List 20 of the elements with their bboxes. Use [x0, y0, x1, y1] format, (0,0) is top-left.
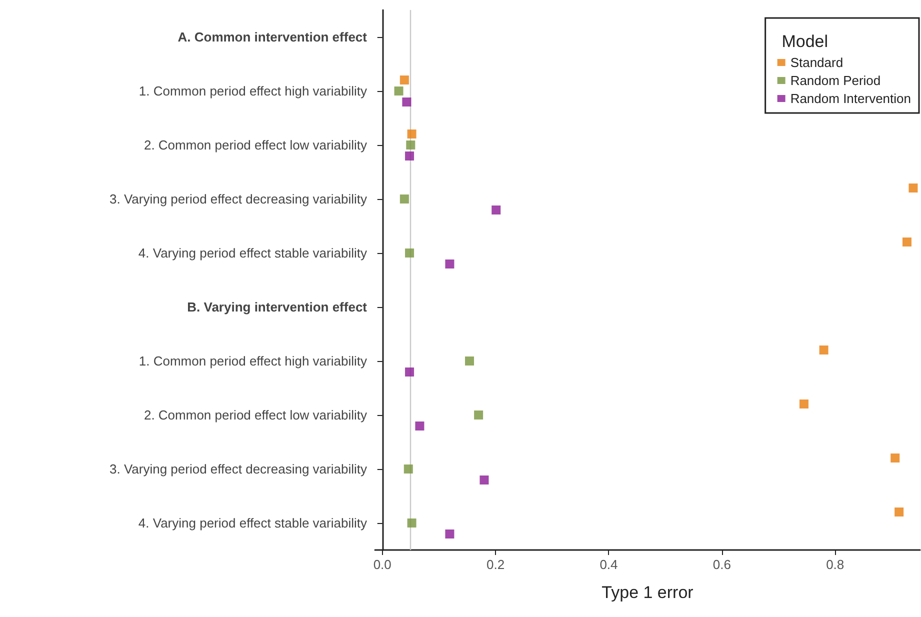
y-tick-label: 4. Varying period effect stable variability — [138, 246, 368, 260]
y-tick-label: B. Varying intervention effect — [187, 300, 368, 314]
y-tick-label: 1. Common period effect high variability — [138, 354, 368, 368]
y-tick-label: 1. Common period effect high variability — [138, 84, 368, 98]
y-tick-label: 3. Varying period effect decreasing variability — [110, 462, 368, 476]
y-tick-label: 2. Common period effect low variability — [144, 408, 368, 422]
x-tick-label: 0.4 — [600, 557, 618, 572]
legend-label: Random Period — [790, 73, 881, 88]
y-tick-label: 4. Varying period effect stable variability — [138, 516, 368, 530]
y-tick-label: 3. Varying period effect decreasing variability — [110, 192, 368, 206]
x-tick-label: 0.6 — [712, 557, 731, 572]
x-axis-title: Type 1 error — [602, 583, 694, 602]
y-tick-label: A. Common intervention effect — [178, 30, 368, 44]
legend-label: Standard — [790, 55, 844, 70]
legend-title: Model — [782, 32, 828, 51]
legend-label: Random Intervention — [790, 91, 912, 106]
x-tick-label: 0.8 — [826, 557, 844, 572]
x-tick-label: 0.2 — [486, 557, 505, 572]
y-tick-label: 2. Common period effect low variability — [144, 138, 368, 152]
x-tick-label: 0.0 — [373, 557, 392, 572]
